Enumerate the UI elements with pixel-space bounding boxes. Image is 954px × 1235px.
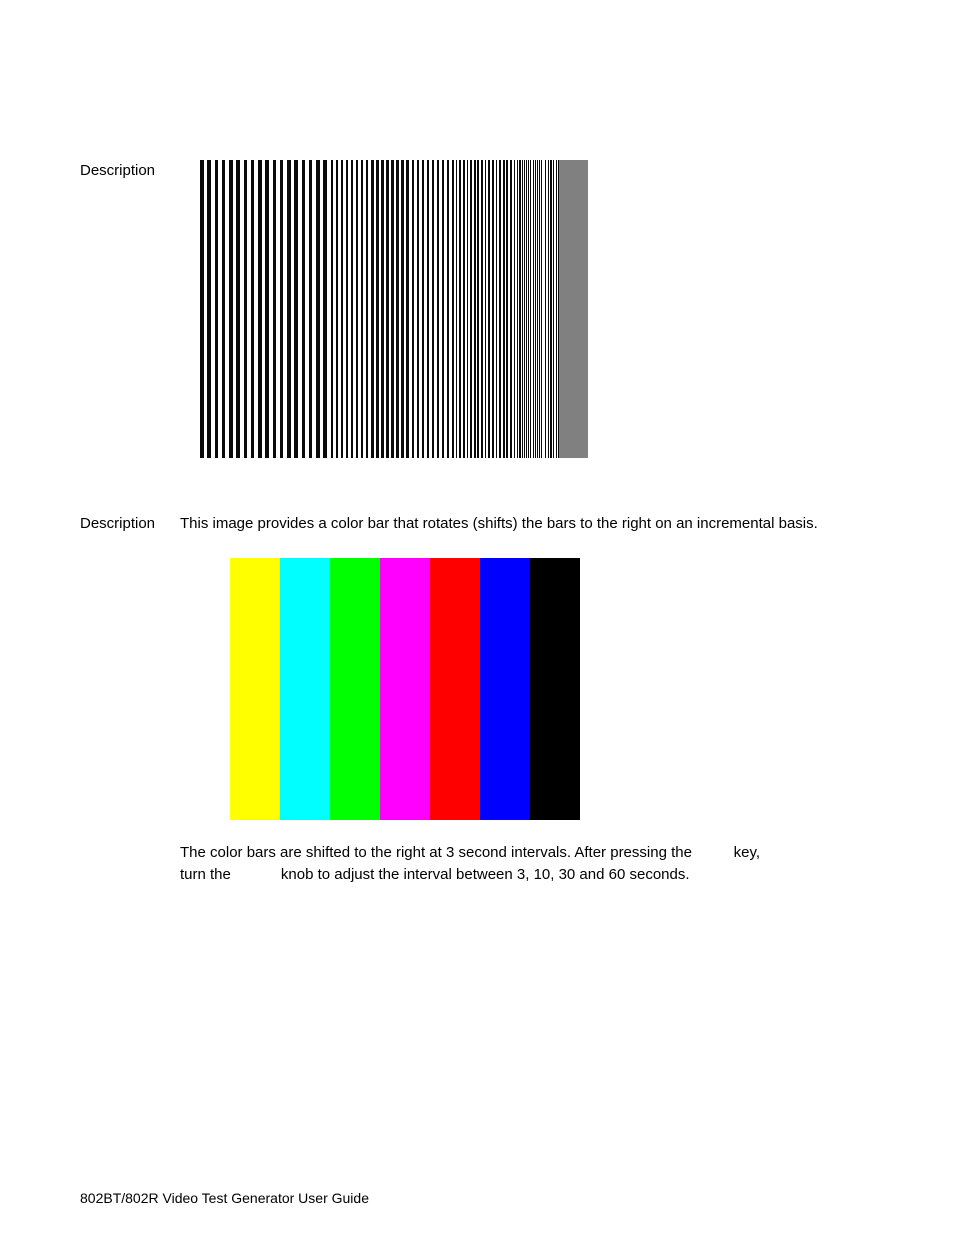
content-column: This image provides a color bar that rot…	[180, 513, 880, 887]
section-multiburst: Description	[80, 160, 880, 458]
description-label: Description	[80, 515, 155, 532]
description-label: Description	[80, 162, 155, 179]
instr-text: key,	[729, 844, 760, 861]
color-bar	[430, 558, 480, 820]
section-colorbars: Description This image provides a color …	[80, 513, 880, 887]
instr-text: turn the	[180, 866, 235, 883]
colorbar-instructions: The color bars are shifted to the right …	[180, 842, 880, 887]
color-bar	[480, 558, 530, 820]
label-column: Description	[80, 160, 180, 183]
page-content: Description Description This image provi…	[80, 160, 880, 942]
instr-gap	[235, 866, 277, 883]
content-column	[180, 160, 880, 458]
color-bar	[230, 558, 280, 820]
color-bar	[530, 558, 580, 820]
color-bars-pattern	[230, 558, 580, 820]
multiburst-pattern	[200, 160, 588, 458]
instr-text: knob to adjust the interval between 3, 1…	[277, 866, 690, 883]
gray-block	[559, 160, 588, 458]
colorbar-description: This image provides a color bar that rot…	[180, 513, 880, 536]
instr-gap	[696, 844, 729, 861]
color-bar	[330, 558, 380, 820]
page-footer: 802BT/802R Video Test Generator User Gui…	[80, 1188, 369, 1209]
label-column: Description	[80, 513, 180, 536]
instr-text: The color bars are shifted to the right …	[180, 844, 696, 861]
color-bar	[380, 558, 430, 820]
color-bar	[280, 558, 330, 820]
